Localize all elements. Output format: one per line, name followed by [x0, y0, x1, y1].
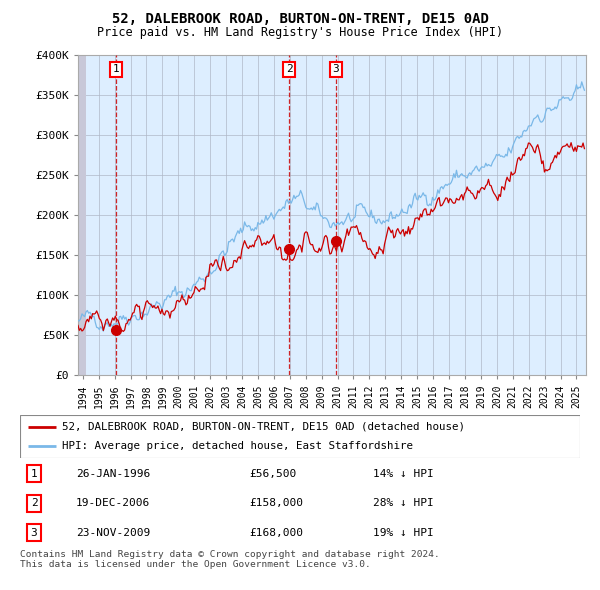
Text: 3: 3: [31, 528, 37, 538]
Text: £158,000: £158,000: [250, 498, 304, 508]
Text: 26-JAN-1996: 26-JAN-1996: [76, 468, 150, 478]
Text: Contains HM Land Registry data © Crown copyright and database right 2024.
This d: Contains HM Land Registry data © Crown c…: [20, 550, 440, 569]
Text: 14% ↓ HPI: 14% ↓ HPI: [373, 468, 434, 478]
Text: £168,000: £168,000: [250, 528, 304, 538]
Text: 28% ↓ HPI: 28% ↓ HPI: [373, 498, 434, 508]
Text: 23-NOV-2009: 23-NOV-2009: [76, 528, 150, 538]
Text: 1: 1: [31, 468, 37, 478]
Text: 19% ↓ HPI: 19% ↓ HPI: [373, 528, 434, 538]
Text: £56,500: £56,500: [250, 468, 297, 478]
Text: 19-DEC-2006: 19-DEC-2006: [76, 498, 150, 508]
Text: 1: 1: [112, 64, 119, 74]
Text: 2: 2: [286, 64, 293, 74]
Bar: [78, 55, 86, 375]
Text: 52, DALEBROOK ROAD, BURTON-ON-TRENT, DE15 0AD: 52, DALEBROOK ROAD, BURTON-ON-TRENT, DE1…: [112, 12, 488, 26]
Text: 52, DALEBROOK ROAD, BURTON-ON-TRENT, DE15 0AD (detached house): 52, DALEBROOK ROAD, BURTON-ON-TRENT, DE1…: [62, 422, 465, 432]
Text: 3: 3: [332, 64, 340, 74]
Text: 2: 2: [31, 498, 37, 508]
Text: Price paid vs. HM Land Registry's House Price Index (HPI): Price paid vs. HM Land Registry's House …: [97, 26, 503, 39]
Text: HPI: Average price, detached house, East Staffordshire: HPI: Average price, detached house, East…: [62, 441, 413, 451]
